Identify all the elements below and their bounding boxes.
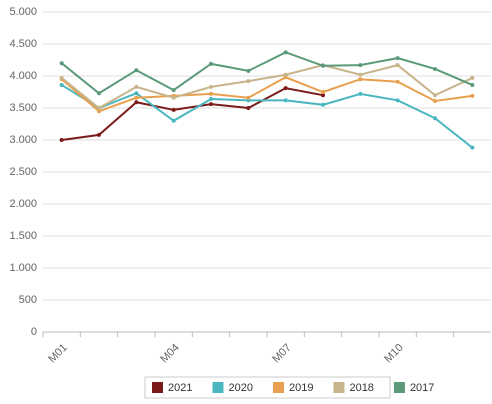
data-point <box>321 63 325 68</box>
legend-swatch <box>152 382 163 393</box>
data-point <box>209 91 213 96</box>
data-point <box>321 93 325 98</box>
x-tick-label: M07 <box>270 342 294 366</box>
data-point <box>358 77 363 82</box>
data-point <box>470 145 475 150</box>
legend-box <box>144 376 391 399</box>
y-tick-label: 3.500 <box>9 102 37 114</box>
data-point <box>59 61 64 66</box>
data-point <box>470 93 475 98</box>
data-point <box>321 90 325 94</box>
data-point <box>358 72 363 77</box>
data-point <box>134 100 139 105</box>
data-point <box>395 79 400 84</box>
legend-swatch <box>272 382 284 393</box>
data-point <box>358 91 363 96</box>
y-tick-label: 5.000 <box>9 6 37 18</box>
series-line <box>61 51 473 95</box>
data-point <box>395 63 400 68</box>
x-tick-label: M10 <box>382 342 406 366</box>
y-tick-label: 3.000 <box>9 134 37 146</box>
data-point <box>321 102 325 107</box>
data-point <box>395 98 400 103</box>
data-point <box>171 107 176 112</box>
data-point <box>134 91 139 96</box>
series-line <box>61 76 473 113</box>
y-tick-label: 2.500 <box>9 166 37 178</box>
legend-label: 2019 <box>289 382 313 394</box>
data-point <box>171 95 176 100</box>
data-point <box>283 98 288 103</box>
y-tick-label: 4.000 <box>9 70 37 82</box>
series-line <box>61 64 473 110</box>
series-line <box>61 84 473 149</box>
y-tick-label: 500 <box>19 294 37 306</box>
data-point <box>134 84 139 89</box>
legend-swatch <box>333 382 345 393</box>
data-point <box>246 79 251 84</box>
y-tick-label: 2.000 <box>9 198 37 210</box>
data-point <box>209 84 213 89</box>
data-point <box>97 106 101 110</box>
data-point <box>433 98 437 103</box>
data-point <box>283 50 288 55</box>
y-tick-label: 0 <box>31 326 37 338</box>
legend-swatch <box>393 382 405 393</box>
data-point <box>171 118 176 123</box>
data-point <box>246 106 251 110</box>
data-point <box>395 56 400 61</box>
legend-swatch <box>212 382 224 393</box>
data-point <box>246 68 251 73</box>
x-tick-label: M01 <box>46 342 70 366</box>
data-point <box>433 66 437 71</box>
data-point <box>209 61 213 66</box>
series-line <box>61 87 324 141</box>
data-point <box>433 116 437 121</box>
x-tick-label: M04 <box>158 342 182 366</box>
data-point <box>433 93 437 98</box>
y-tick-label: 1.500 <box>9 230 37 242</box>
data-point <box>470 82 475 87</box>
data-point <box>59 138 64 142</box>
data-point <box>358 63 363 68</box>
data-point <box>209 97 213 102</box>
legend-label: 2018 <box>349 382 373 394</box>
data-point <box>283 72 288 77</box>
data-point <box>283 86 288 91</box>
y-tick-label: 1.000 <box>9 262 37 274</box>
data-point <box>134 95 139 100</box>
y-tick-label: 4.500 <box>9 38 37 50</box>
legend-label: 2020 <box>228 382 252 394</box>
data-point <box>209 102 213 107</box>
legend-label: 2017 <box>410 382 434 394</box>
data-point <box>97 91 101 96</box>
data-point <box>470 75 475 80</box>
legend-label: 2021 <box>168 382 192 394</box>
data-point <box>59 75 64 80</box>
data-point <box>134 68 139 73</box>
data-point <box>171 88 176 93</box>
data-point <box>59 82 64 87</box>
data-point <box>246 95 251 100</box>
data-point <box>97 132 101 137</box>
data-point <box>97 109 101 114</box>
